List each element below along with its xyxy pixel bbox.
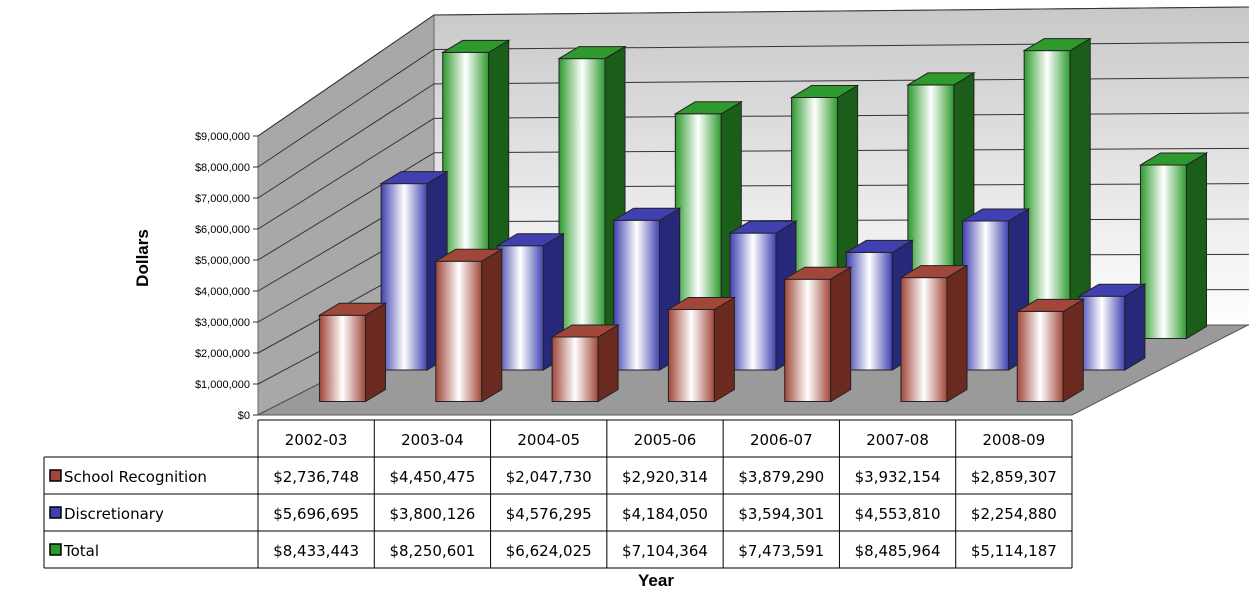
bar — [1022, 37, 1093, 340]
y-tick-label: $4,000,000 — [195, 286, 250, 298]
data-cell: $3,932,154 — [855, 468, 941, 486]
data-cell: $8,433,443 — [273, 542, 359, 560]
data-cell: $7,104,364 — [622, 542, 708, 560]
data-cell: $3,800,126 — [389, 505, 475, 523]
data-cell: $4,184,050 — [622, 505, 708, 523]
bar — [495, 232, 566, 371]
y-tick-label: $6,000,000 — [195, 224, 250, 236]
bar — [666, 296, 737, 403]
y-tick-label: $9,000,000 — [195, 131, 250, 143]
bar — [379, 170, 449, 371]
y-tick-label: $5,000,000 — [195, 255, 250, 267]
data-cell: $3,879,290 — [738, 468, 824, 486]
legend-swatch — [49, 543, 62, 556]
data-cell: $7,473,591 — [738, 542, 824, 560]
bar — [433, 248, 504, 403]
y-tick-label: $2,000,000 — [195, 348, 250, 360]
legend-entry: Total — [63, 542, 99, 560]
data-table: 2002-03 2003-04 2004-05 2005-06 2006-07 2007-… — [43, 419, 1073, 569]
y-tick-label: $3,000,000 — [195, 317, 250, 329]
bar — [1015, 298, 1086, 403]
data-cell: $2,920,314 — [622, 468, 708, 486]
category-label: 2008-09 — [983, 431, 1046, 449]
category-label: 2007-08 — [866, 431, 929, 449]
y-tick-label: $7,000,000 — [195, 193, 250, 205]
data-cell: $8,485,964 — [855, 542, 941, 560]
bar — [960, 208, 1031, 371]
y-axis-ticks: $0 $1,000,000 $2,000,000 $3,000,000 $4,000,0… — [195, 131, 250, 422]
x-axis-title: Year — [638, 571, 674, 590]
y-tick-label: $1,000,000 — [195, 379, 250, 391]
data-cell: $5,696,695 — [273, 505, 359, 523]
data-cell: $5,114,187 — [971, 542, 1057, 560]
data-cell: $2,859,307 — [971, 468, 1057, 486]
bar — [782, 266, 853, 403]
data-cell: $6,624,025 — [506, 542, 592, 560]
data-cell: $8,250,601 — [389, 542, 475, 560]
data-cell: $2,254,880 — [971, 505, 1057, 523]
legend-entry: Discretionary — [64, 505, 164, 523]
category-label: 2003-04 — [401, 431, 464, 449]
data-cell: $4,450,475 — [389, 468, 475, 486]
data-cell: $4,576,295 — [506, 505, 592, 523]
category-label: 2002-03 — [285, 431, 348, 449]
data-cell: $2,736,748 — [273, 468, 359, 486]
legend-swatch — [49, 469, 62, 482]
bar — [1077, 283, 1147, 371]
bars — [317, 37, 1209, 403]
bar — [1138, 152, 1209, 340]
bar — [317, 302, 388, 403]
bar — [550, 324, 620, 403]
bar — [611, 207, 682, 371]
legend-entry: School Recognition — [64, 468, 207, 486]
bar — [557, 45, 627, 340]
y-tick-label: $0 — [238, 410, 250, 422]
data-cell: $2,047,730 — [506, 468, 592, 486]
category-label: 2006-07 — [750, 431, 813, 449]
category-label: 2005-06 — [634, 431, 697, 449]
y-axis-title: Dollars — [133, 229, 152, 287]
y-tick-label: $8,000,000 — [195, 162, 250, 174]
data-cell: $3,594,301 — [738, 505, 824, 523]
legend-swatch — [49, 506, 62, 519]
data-cell: $4,553,810 — [855, 505, 941, 523]
category-label: 2004-05 — [517, 431, 580, 449]
bar — [899, 264, 969, 403]
